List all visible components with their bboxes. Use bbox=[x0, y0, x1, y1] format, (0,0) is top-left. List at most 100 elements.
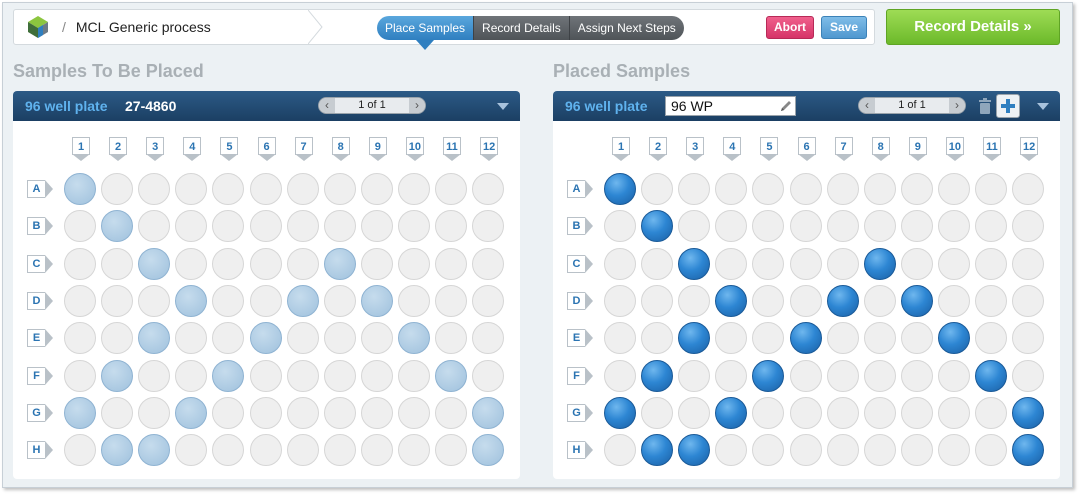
destination-well[interactable] bbox=[900, 434, 933, 467]
destination-well[interactable] bbox=[789, 210, 822, 243]
destination-well[interactable] bbox=[937, 322, 970, 355]
step-assign-next-steps[interactable]: Assign Next Steps bbox=[568, 16, 684, 40]
destination-well[interactable] bbox=[826, 322, 859, 355]
source-well[interactable] bbox=[472, 284, 505, 317]
destination-well[interactable] bbox=[604, 247, 636, 280]
source-well[interactable] bbox=[397, 359, 430, 392]
destination-well[interactable] bbox=[789, 284, 822, 317]
destination-well[interactable] bbox=[1012, 247, 1045, 280]
source-well[interactable] bbox=[249, 434, 282, 467]
source-well[interactable] bbox=[175, 210, 208, 243]
destination-menu-caret-icon[interactable] bbox=[1037, 103, 1049, 110]
source-well[interactable] bbox=[101, 396, 134, 429]
source-well[interactable] bbox=[286, 173, 319, 205]
destination-well[interactable] bbox=[678, 434, 711, 467]
destination-well[interactable] bbox=[975, 247, 1007, 280]
source-well[interactable] bbox=[249, 396, 282, 429]
destination-well[interactable] bbox=[604, 284, 636, 317]
destination-well[interactable] bbox=[752, 359, 785, 392]
source-well[interactable] bbox=[249, 247, 282, 280]
destination-well[interactable] bbox=[826, 359, 859, 392]
destination-well[interactable] bbox=[752, 173, 785, 205]
source-well[interactable] bbox=[101, 359, 134, 392]
destination-well[interactable] bbox=[641, 210, 674, 243]
source-well[interactable] bbox=[360, 434, 393, 467]
destination-well[interactable] bbox=[1012, 322, 1045, 355]
destination-well[interactable] bbox=[863, 396, 896, 429]
source-well[interactable] bbox=[249, 322, 282, 355]
source-well[interactable] bbox=[435, 247, 467, 280]
source-well[interactable] bbox=[360, 210, 393, 243]
source-well[interactable] bbox=[397, 173, 430, 205]
source-well[interactable] bbox=[138, 247, 171, 280]
source-well[interactable] bbox=[64, 322, 96, 355]
abort-button[interactable]: Abort bbox=[766, 16, 814, 39]
destination-well[interactable] bbox=[937, 396, 970, 429]
source-prev-page-icon[interactable]: ‹ bbox=[319, 98, 335, 113]
destination-well[interactable] bbox=[937, 359, 970, 392]
source-well[interactable] bbox=[175, 359, 208, 392]
destination-well[interactable] bbox=[789, 322, 822, 355]
source-well[interactable] bbox=[323, 284, 356, 317]
source-well[interactable] bbox=[64, 284, 96, 317]
destination-well[interactable] bbox=[715, 284, 748, 317]
source-well[interactable] bbox=[249, 210, 282, 243]
destination-well[interactable] bbox=[975, 434, 1007, 467]
source-well[interactable] bbox=[64, 359, 96, 392]
destination-well[interactable] bbox=[975, 173, 1007, 205]
source-well[interactable] bbox=[435, 359, 467, 392]
source-well[interactable] bbox=[323, 359, 356, 392]
source-well[interactable] bbox=[175, 434, 208, 467]
source-well[interactable] bbox=[472, 359, 505, 392]
source-well[interactable] bbox=[360, 284, 393, 317]
destination-well[interactable] bbox=[826, 173, 859, 205]
destination-well[interactable] bbox=[715, 322, 748, 355]
destination-well[interactable] bbox=[826, 284, 859, 317]
destination-well[interactable] bbox=[789, 247, 822, 280]
destination-well[interactable] bbox=[900, 322, 933, 355]
step-place-samples[interactable]: Place Samples bbox=[377, 16, 474, 50]
source-well[interactable] bbox=[472, 396, 505, 429]
destination-well[interactable] bbox=[900, 173, 933, 205]
destination-well[interactable] bbox=[937, 284, 970, 317]
source-well[interactable] bbox=[323, 396, 356, 429]
source-well[interactable] bbox=[212, 396, 245, 429]
destination-well[interactable] bbox=[1012, 396, 1045, 429]
source-well[interactable] bbox=[212, 359, 245, 392]
source-well[interactable] bbox=[360, 173, 393, 205]
destination-well[interactable] bbox=[715, 210, 748, 243]
destination-well[interactable] bbox=[604, 322, 636, 355]
destination-well[interactable] bbox=[678, 173, 711, 205]
source-well[interactable] bbox=[435, 210, 467, 243]
destination-well[interactable] bbox=[604, 396, 636, 429]
source-well[interactable] bbox=[286, 396, 319, 429]
destination-well[interactable] bbox=[1012, 173, 1045, 205]
source-well[interactable] bbox=[360, 396, 393, 429]
source-well[interactable] bbox=[397, 210, 430, 243]
destination-well[interactable] bbox=[752, 322, 785, 355]
source-well[interactable] bbox=[249, 173, 282, 205]
destination-well[interactable] bbox=[641, 322, 674, 355]
source-well[interactable] bbox=[472, 210, 505, 243]
destination-well[interactable] bbox=[975, 322, 1007, 355]
source-well[interactable] bbox=[64, 210, 96, 243]
source-well[interactable] bbox=[138, 322, 171, 355]
source-well[interactable] bbox=[397, 434, 430, 467]
destination-well[interactable] bbox=[678, 322, 711, 355]
source-well[interactable] bbox=[175, 173, 208, 205]
destination-next-page-icon[interactable]: › bbox=[949, 98, 965, 113]
destination-well[interactable] bbox=[715, 434, 748, 467]
source-menu-caret-icon[interactable] bbox=[497, 103, 509, 110]
destination-well[interactable] bbox=[937, 434, 970, 467]
source-well[interactable] bbox=[397, 396, 430, 429]
source-well[interactable] bbox=[101, 247, 134, 280]
source-well[interactable] bbox=[435, 434, 467, 467]
source-well[interactable] bbox=[323, 434, 356, 467]
source-well[interactable] bbox=[212, 434, 245, 467]
source-well[interactable] bbox=[138, 210, 171, 243]
source-well[interactable] bbox=[138, 173, 171, 205]
source-well[interactable] bbox=[286, 284, 319, 317]
source-well[interactable] bbox=[101, 173, 134, 205]
destination-well[interactable] bbox=[641, 396, 674, 429]
source-well[interactable] bbox=[397, 284, 430, 317]
